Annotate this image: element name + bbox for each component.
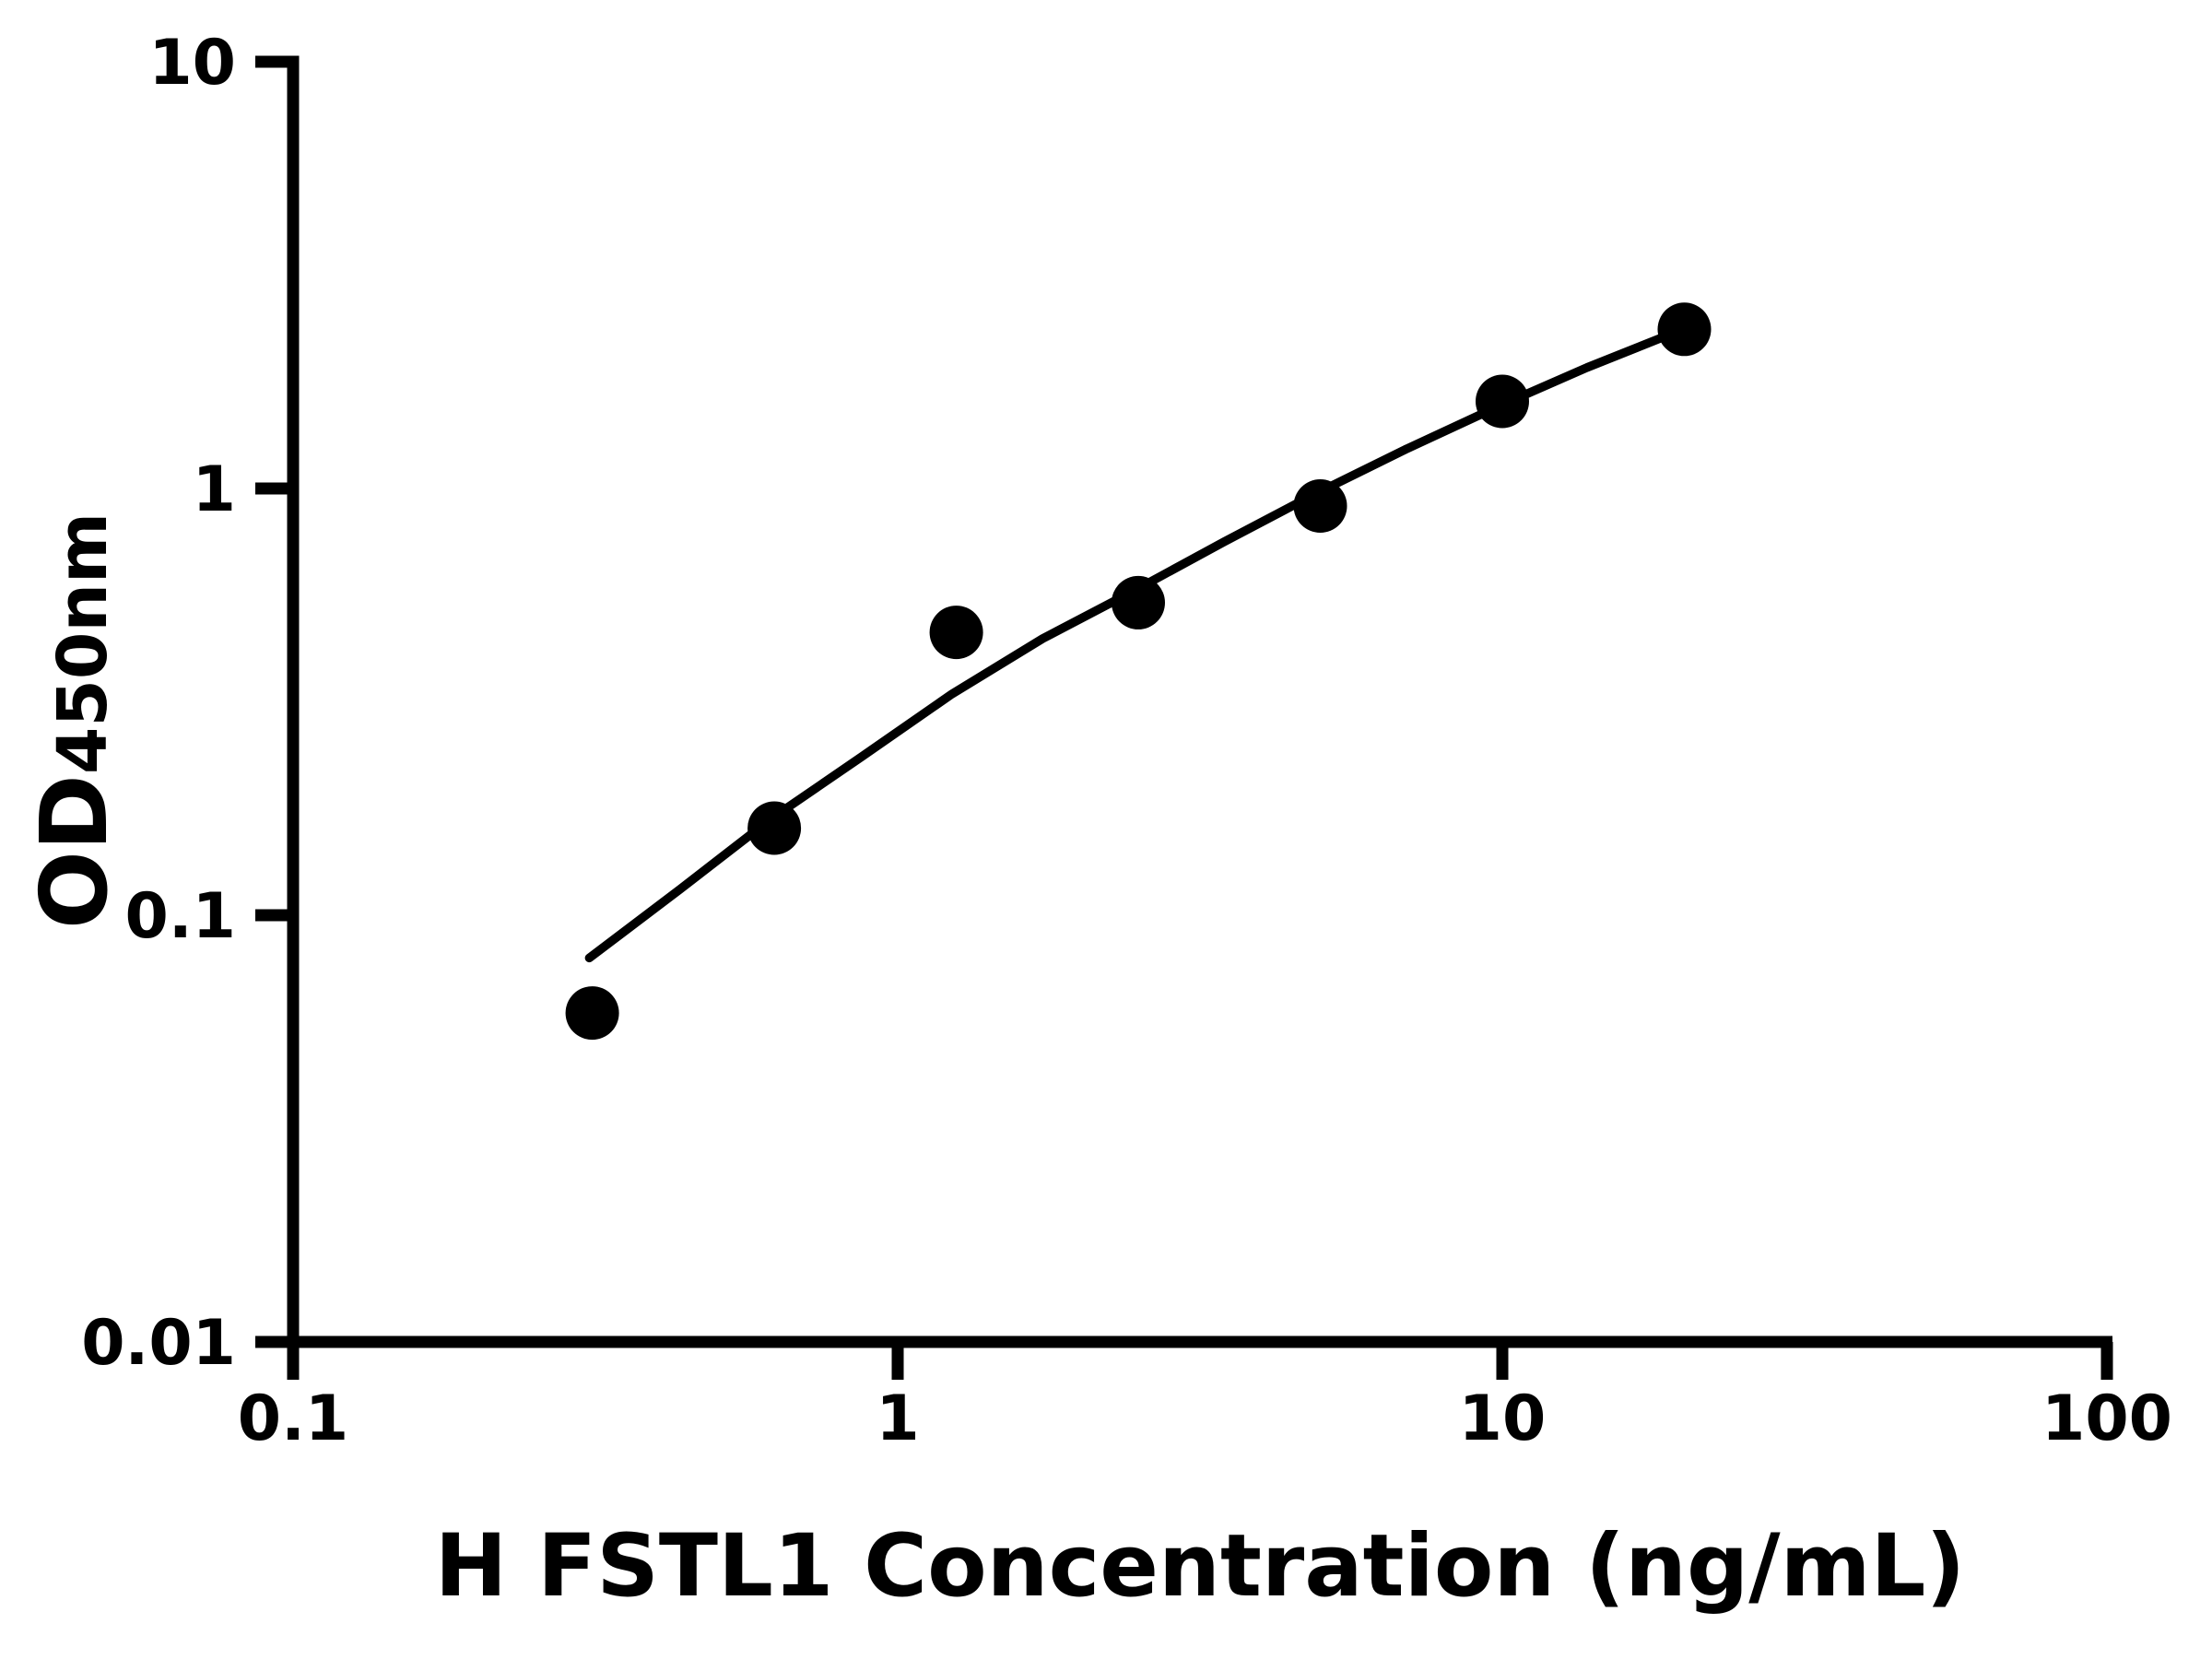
y-axis-title: OD450nm [20, 512, 128, 929]
x-axis-title: H FSTL1 Concentration (ng/mL) [435, 1516, 1966, 1617]
x-tick-label: 0.1 [238, 1382, 348, 1455]
y-tick-label: 0.1 [125, 880, 236, 953]
axis-frame [287, 55, 2112, 1348]
data-point-marker [1476, 374, 1529, 429]
x-tick-label: 1 [876, 1382, 919, 1455]
data-point-marker [1657, 302, 1712, 357]
y-tick-label: 1 [193, 453, 236, 526]
y-axis-title-main: OD [20, 774, 128, 929]
data-point-marker [747, 801, 802, 855]
x-tick-label: 10 [1459, 1382, 1547, 1455]
data-point-marker [929, 606, 983, 660]
data-point-marker [565, 986, 619, 1041]
x-tick-label: 100 [2041, 1382, 2172, 1455]
data-point-marker [1112, 575, 1165, 629]
data-point-marker [1293, 479, 1347, 533]
y-tick-label: 10 [148, 27, 236, 100]
y-axis-title-sub: 450nm [43, 512, 123, 774]
fit-curve-line [584, 324, 1688, 963]
y-tick-label: 0.01 [81, 1307, 236, 1380]
data-points [565, 302, 1712, 1041]
axes [287, 55, 2112, 1348]
